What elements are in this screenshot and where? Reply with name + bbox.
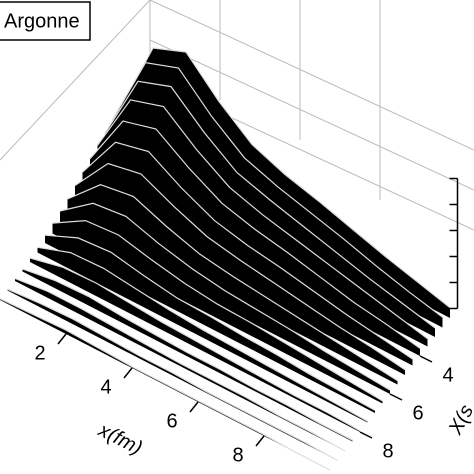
surface-line	[82, 141, 413, 360]
surface-base	[60, 203, 390, 394]
y-tick	[419, 355, 433, 363]
y-tick	[389, 393, 403, 401]
surface-line	[89, 120, 421, 349]
surface-line	[97, 99, 428, 340]
surface-line	[104, 80, 436, 329]
y-axis-title: X(s	[444, 401, 474, 439]
surface-line	[37, 246, 368, 422]
x-tick-label: 8	[232, 444, 243, 466]
surface-line	[0, 298, 331, 471]
y-tick-label: 6	[412, 402, 423, 424]
surface-line	[119, 47, 451, 309]
surface-line	[14, 277, 346, 452]
surface-base	[30, 258, 360, 432]
frame-line	[149, 39, 474, 191]
surface-base	[45, 235, 375, 413]
surface-base	[37, 247, 368, 423]
surface-base	[52, 220, 383, 404]
surface-base	[22, 268, 353, 442]
x-tick-label: 6	[166, 410, 177, 432]
legend-box	[0, 1, 91, 41]
x-axis-title: x(fm)	[94, 419, 145, 460]
surface-line	[52, 219, 383, 402]
frame-line	[0, 0, 151, 161]
surface-line	[111, 62, 443, 318]
y-tick	[359, 431, 373, 439]
y-tick-label: 4	[442, 364, 453, 386]
x-tick-label: 4	[100, 376, 111, 398]
surface-base	[7, 289, 338, 461]
x-tick	[123, 367, 133, 379]
surface-line	[74, 162, 406, 371]
surface-line	[22, 268, 353, 441]
surface-line	[29, 257, 361, 432]
surface-line	[44, 234, 376, 411]
surface-line	[59, 202, 391, 391]
surface-base	[15, 278, 345, 451]
x-tick	[57, 333, 67, 345]
x-tick	[189, 401, 199, 413]
x-tick-label: 2	[34, 342, 45, 364]
surface-line	[7, 288, 338, 462]
frame-line	[149, 0, 474, 151]
surface-base	[75, 163, 405, 375]
x-tick	[255, 435, 265, 447]
surface-line	[67, 184, 398, 382]
legend-label: Argonne	[4, 10, 80, 32]
surface-base	[67, 184, 398, 385]
y-tick-label: 8	[382, 440, 393, 462]
